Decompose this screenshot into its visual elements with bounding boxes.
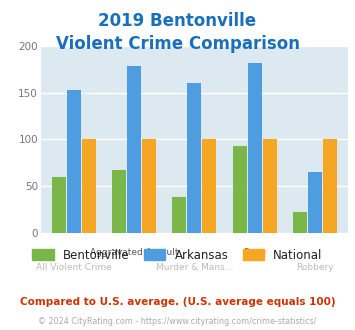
Bar	[67, 90, 81, 233]
Bar	[247, 63, 262, 233]
Bar	[293, 212, 307, 233]
Text: © 2024 CityRating.com - https://www.cityrating.com/crime-statistics/: © 2024 CityRating.com - https://www.city…	[38, 317, 317, 326]
Bar	[323, 139, 337, 233]
Bar	[52, 177, 66, 233]
Bar	[187, 83, 201, 233]
Bar	[82, 139, 96, 233]
Legend: Bentonville, Arkansas, National: Bentonville, Arkansas, National	[28, 244, 327, 266]
Text: Robbery: Robbery	[296, 263, 334, 272]
Bar	[127, 66, 141, 233]
Bar	[233, 146, 246, 233]
Bar	[172, 197, 186, 233]
Text: Aggravated Assault: Aggravated Assault	[90, 248, 179, 257]
Bar	[263, 139, 277, 233]
Text: Murder & Mans...: Murder & Mans...	[156, 263, 233, 272]
Text: Violent Crime Comparison: Violent Crime Comparison	[55, 35, 300, 53]
Text: All Violent Crime: All Violent Crime	[36, 263, 112, 272]
Bar	[142, 139, 156, 233]
Bar	[308, 172, 322, 233]
Text: Compared to U.S. average. (U.S. average equals 100): Compared to U.S. average. (U.S. average …	[20, 297, 335, 307]
Bar	[112, 170, 126, 233]
Bar	[202, 139, 217, 233]
Text: 2019 Bentonville: 2019 Bentonville	[98, 12, 257, 30]
Text: Rape: Rape	[243, 248, 266, 257]
